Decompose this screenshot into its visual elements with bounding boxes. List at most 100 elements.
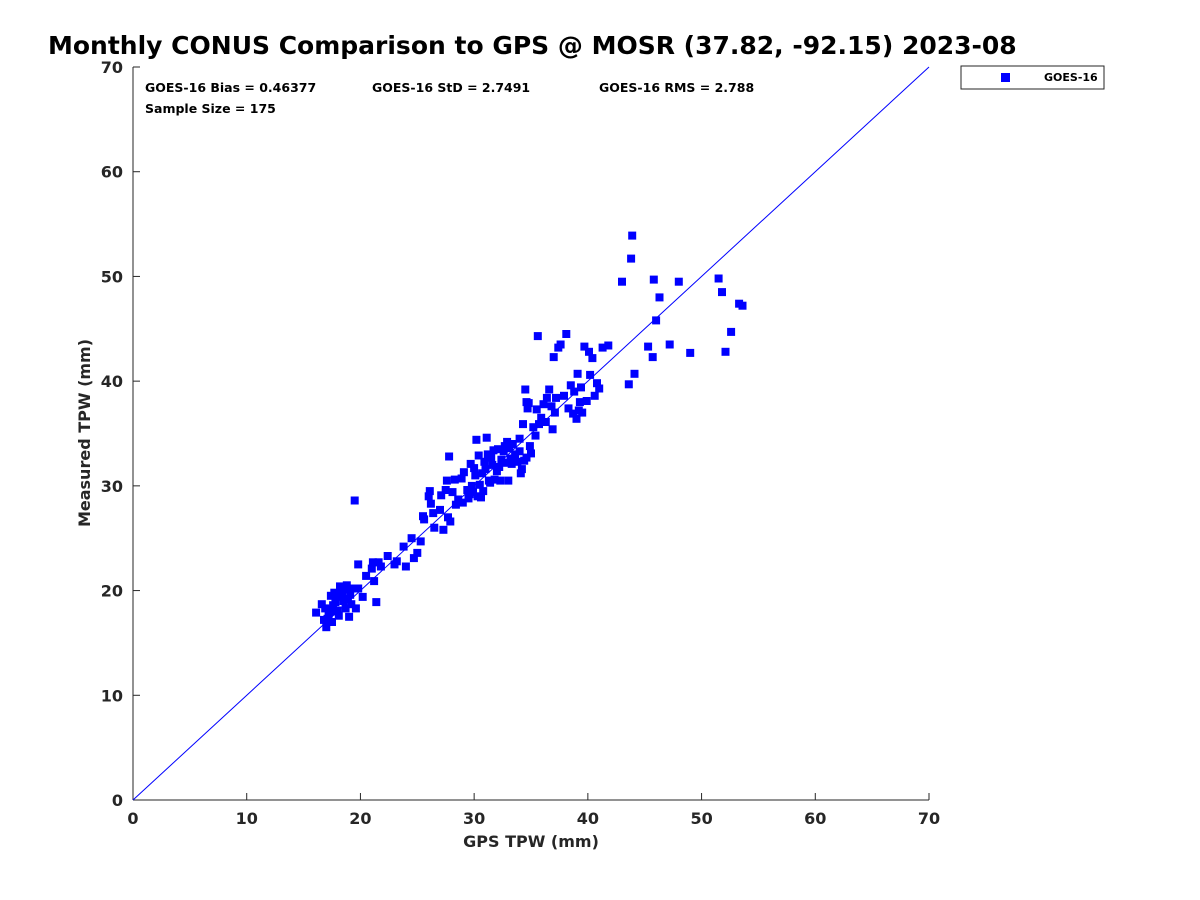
data-point (317, 600, 326, 609)
data-point (441, 486, 450, 494)
data-point (628, 231, 637, 240)
data-point (321, 604, 330, 613)
data-points (312, 231, 747, 632)
data-point (372, 598, 381, 607)
data-point (686, 348, 695, 357)
data-point (532, 405, 541, 414)
data-point (325, 605, 334, 614)
data-point (457, 474, 466, 483)
data-point (541, 418, 550, 426)
data-point (539, 400, 548, 409)
stat-bias: GOES-16 Bias = 0.46377 (145, 80, 316, 95)
data-point (644, 342, 653, 351)
data-point (516, 469, 525, 478)
reference-line-layer (132, 66, 930, 801)
data-point (545, 385, 554, 394)
data-point (465, 490, 474, 499)
data-point (430, 523, 439, 532)
data-point (497, 455, 506, 464)
data-point (358, 592, 367, 601)
data-point (470, 464, 479, 473)
data-point (416, 537, 425, 546)
data-point (578, 408, 587, 417)
data-point (674, 277, 683, 286)
data-point (556, 340, 565, 349)
data-point (542, 393, 551, 402)
data-point (598, 343, 607, 352)
data-point (401, 562, 410, 571)
data-point (328, 618, 336, 626)
data-point (477, 493, 485, 502)
y-tick-label: 70 (101, 58, 123, 77)
data-point (444, 513, 452, 522)
data-point (549, 353, 558, 362)
data-point (481, 465, 490, 474)
data-point (714, 274, 723, 283)
data-point (471, 471, 480, 480)
data-point (331, 598, 340, 607)
data-point (575, 398, 584, 407)
y-tick-label: 50 (101, 267, 123, 286)
y-tick-label: 30 (101, 477, 123, 496)
data-point (648, 353, 657, 362)
data-point (454, 495, 463, 504)
data-point (345, 612, 354, 621)
data-point (566, 381, 575, 390)
data-point (442, 476, 451, 485)
data-point (445, 452, 454, 461)
data-point (338, 589, 347, 598)
data-point (448, 488, 457, 497)
data-point (392, 557, 401, 566)
data-point (464, 494, 473, 503)
data-point (586, 370, 595, 379)
data-point (548, 425, 557, 434)
data-point (472, 435, 481, 444)
data-point (630, 369, 639, 378)
data-point (354, 560, 363, 569)
data-point (569, 409, 578, 418)
data-point (580, 342, 589, 351)
data-point (502, 458, 510, 467)
data-point (531, 431, 540, 440)
x-tick-label: 70 (918, 809, 940, 828)
data-point (564, 404, 573, 413)
data-point (507, 459, 516, 468)
data-point (593, 379, 601, 388)
data-point (323, 614, 332, 623)
x-axis-label: GPS TPW (mm) (463, 832, 599, 851)
data-point (529, 423, 538, 432)
legend-box (960, 65, 1105, 90)
data-point (515, 447, 524, 456)
x-tick-label: 0 (127, 809, 138, 828)
data-point (451, 500, 460, 509)
data-point (570, 387, 579, 396)
data-point (458, 498, 467, 507)
data-point (466, 459, 475, 468)
data-point (550, 408, 559, 417)
data-point (482, 433, 491, 442)
data-point (368, 558, 377, 567)
y-tick-label: 60 (101, 163, 123, 182)
data-point (652, 316, 661, 325)
stat-rms: GOES-16 RMS = 2.788 (599, 80, 754, 95)
chart-title: Monthly CONUS Comparison to GPS @ MOSR (… (48, 31, 1017, 60)
x-tick-label: 40 (577, 809, 599, 828)
data-point (480, 457, 489, 466)
data-point (535, 420, 543, 429)
data-point (429, 509, 438, 518)
data-point (467, 481, 476, 490)
data-point (515, 434, 524, 443)
data-point (487, 453, 496, 462)
data-point (419, 512, 427, 521)
data-point (374, 558, 383, 567)
stat-sample-size: Sample Size = 175 (145, 101, 276, 116)
data-point (383, 552, 392, 560)
data-point (577, 383, 585, 392)
data-point (399, 542, 408, 551)
data-point (517, 465, 526, 474)
data-point (486, 478, 495, 487)
x-tick-label: 20 (349, 809, 371, 828)
data-point (511, 450, 520, 459)
data-point (525, 442, 534, 451)
